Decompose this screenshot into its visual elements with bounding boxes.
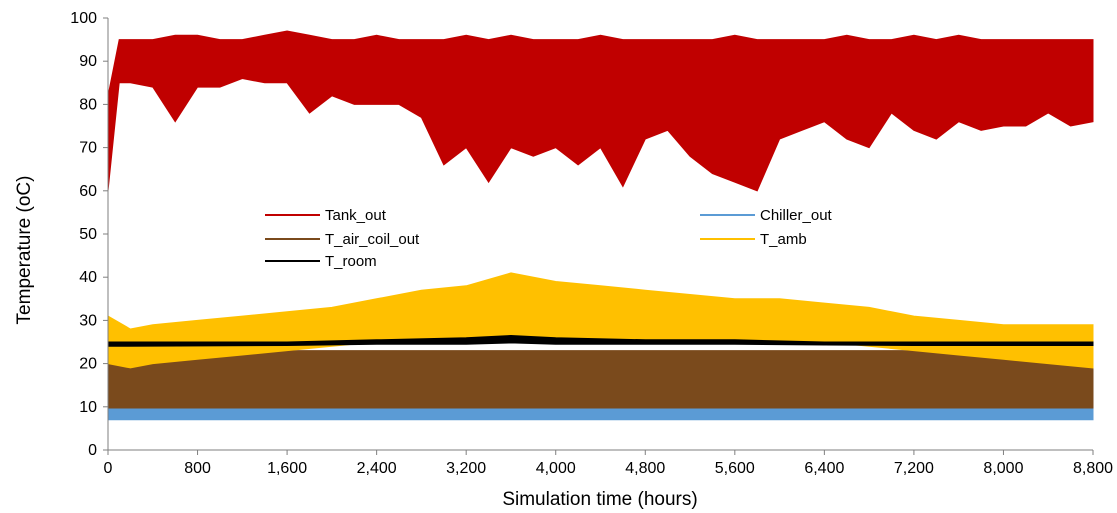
- x-tick-label: 1,600: [267, 460, 307, 477]
- x-tick-label: 2,400: [357, 460, 397, 477]
- legend-label-tank-out: Tank_out: [325, 207, 387, 224]
- x-tick-label: 4,800: [625, 460, 665, 477]
- x-tick-label: 800: [184, 460, 211, 477]
- y-tick-label: 50: [79, 226, 97, 243]
- y-tick-label: 0: [88, 442, 97, 459]
- legend-label-chiller-out: Chiller_out: [760, 207, 833, 224]
- series-layer: [107, 30, 1094, 421]
- series-t-air-coil-out: [107, 350, 1094, 410]
- legend-label-t-room: T_room: [325, 253, 377, 270]
- x-tick-label: 0: [104, 460, 113, 477]
- y-tick-label: 20: [79, 356, 97, 373]
- y-tick-label: 70: [79, 140, 97, 157]
- y-tick-label: 100: [70, 10, 97, 27]
- y-tick-label: 60: [79, 183, 97, 200]
- series-chiller-out: [107, 408, 1094, 421]
- axes-layer: 0 10 20 30 40 50 60 70 80 90 100 0 800 1,600 2,400 3,20…: [70, 10, 1113, 477]
- legend: Tank_out Chiller_out T_air_coil_out T_amb T_…: [265, 207, 833, 270]
- y-tick-label: 10: [79, 399, 97, 416]
- series-t-room: [107, 334, 1094, 347]
- legend-label-t-amb: T_amb: [760, 231, 807, 248]
- x-tick-label: 3,200: [446, 460, 486, 477]
- x-tick-label: 8,800: [1073, 460, 1113, 477]
- x-tick-label: 5,600: [715, 460, 755, 477]
- x-axis-title: Simulation time (hours): [502, 489, 697, 510]
- x-tick-label: 6,400: [804, 460, 844, 477]
- legend-label-t-air-coil-out: T_air_coil_out: [325, 231, 420, 248]
- y-tick-label: 30: [79, 312, 97, 329]
- series-tank-out: [107, 30, 1094, 192]
- y-axis-title: Temperature (oC): [14, 176, 35, 325]
- x-tick-label: 4,000: [536, 460, 576, 477]
- y-tick-label: 80: [79, 96, 97, 113]
- y-tick-label: 40: [79, 269, 97, 286]
- y-tick-label: 90: [79, 53, 97, 70]
- x-tick-label: 7,200: [894, 460, 934, 477]
- x-tick-label: 8,000: [983, 460, 1023, 477]
